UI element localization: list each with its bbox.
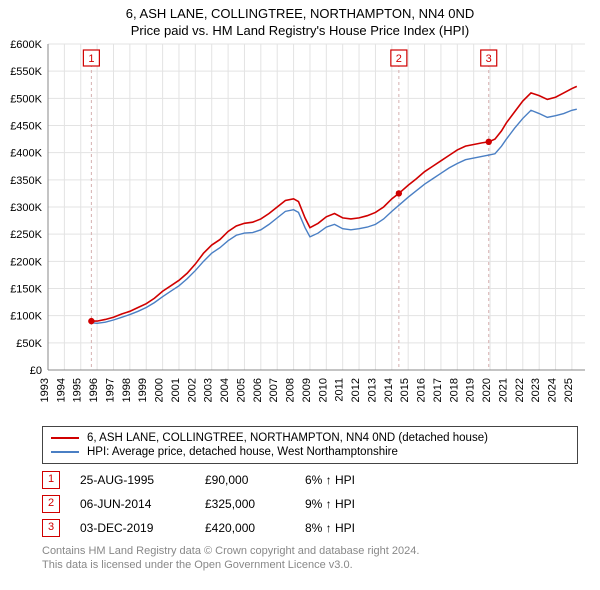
x-tick-label: 1996 xyxy=(88,378,100,402)
sale-marker-number: 3 xyxy=(486,53,492,65)
x-tick-label: 2019 xyxy=(465,378,477,402)
sale-event-date: 06-JUN-2014 xyxy=(80,497,185,511)
x-tick-label: 2016 xyxy=(416,378,428,402)
x-tick-label: 2006 xyxy=(252,378,264,402)
y-tick-label: £0 xyxy=(30,365,42,377)
x-tick-label: 2014 xyxy=(383,378,395,402)
sale-event-row: 2 06-JUN-2014 £325,000 9% ↑ HPI xyxy=(42,492,578,516)
y-tick-label: £300K xyxy=(10,202,42,214)
x-tick-label: 2009 xyxy=(301,378,313,402)
attribution: Contains HM Land Registry data © Crown c… xyxy=(42,544,578,573)
x-tick-label: 2025 xyxy=(563,378,575,402)
legend-swatch xyxy=(51,437,79,439)
sale-event-row: 1 25-AUG-1995 £90,000 6% ↑ HPI xyxy=(42,468,578,492)
x-tick-label: 2022 xyxy=(514,378,526,402)
title-block: 6, ASH LANE, COLLINGTREE, NORTHAMPTON, N… xyxy=(0,0,600,40)
sale-dot xyxy=(88,318,94,324)
sale-dot xyxy=(396,190,402,196)
sale-event-price: £90,000 xyxy=(205,473,285,487)
x-tick-label: 1999 xyxy=(137,378,149,402)
x-tick-label: 2002 xyxy=(186,378,198,402)
legend: 6, ASH LANE, COLLINGTREE, NORTHAMPTON, N… xyxy=(42,426,578,464)
sale-event-date: 25-AUG-1995 xyxy=(80,473,185,487)
sale-events-table: 1 25-AUG-1995 £90,000 6% ↑ HPI 2 06-JUN-2014 £… xyxy=(42,468,578,540)
title-main: 6, ASH LANE, COLLINGTREE, NORTHAMPTON, N… xyxy=(4,6,596,21)
x-tick-label: 2005 xyxy=(235,378,247,402)
sale-event-delta: 8% ↑ HPI xyxy=(305,521,425,535)
x-tick-label: 2003 xyxy=(203,378,215,402)
chart-container: 6, ASH LANE, COLLINGTREE, NORTHAMPTON, N… xyxy=(0,0,600,573)
y-tick-label: £500K xyxy=(10,93,42,105)
legend-item: HPI: Average price, detached house, West… xyxy=(51,445,569,459)
x-tick-label: 1993 xyxy=(39,378,51,402)
sale-event-number: 2 xyxy=(42,495,60,513)
x-tick-label: 2015 xyxy=(399,378,411,402)
y-tick-label: £100K xyxy=(10,311,42,323)
y-tick-label: £50K xyxy=(16,338,42,350)
legend-label: 6, ASH LANE, COLLINGTREE, NORTHAMPTON, N… xyxy=(87,432,488,444)
x-tick-label: 2017 xyxy=(432,378,444,402)
y-tick-label: £450K xyxy=(10,121,42,133)
x-tick-label: 2020 xyxy=(481,378,493,402)
x-tick-label: 2000 xyxy=(154,378,166,402)
sale-event-price: £325,000 xyxy=(205,497,285,511)
legend-item: 6, ASH LANE, COLLINGTREE, NORTHAMPTON, N… xyxy=(51,431,569,445)
x-tick-label: 2013 xyxy=(366,378,378,402)
legend-label: HPI: Average price, detached house, West… xyxy=(87,446,398,458)
x-tick-label: 2007 xyxy=(268,378,280,402)
title-sub: Price paid vs. HM Land Registry's House … xyxy=(4,23,596,38)
x-tick-label: 2018 xyxy=(448,378,460,402)
sale-event-number: 1 xyxy=(42,471,60,489)
x-tick-label: 2012 xyxy=(350,378,362,402)
x-tick-label: 2023 xyxy=(530,378,542,402)
y-tick-label: £250K xyxy=(10,229,42,241)
attribution-line: This data is licensed under the Open Gov… xyxy=(42,558,578,572)
x-tick-label: 1998 xyxy=(121,378,133,402)
x-tick-label: 2001 xyxy=(170,378,182,402)
x-tick-label: 2024 xyxy=(547,378,559,402)
x-tick-label: 2004 xyxy=(219,378,231,402)
sale-marker-number: 2 xyxy=(396,53,402,65)
sale-event-number: 3 xyxy=(42,519,60,537)
sale-marker-number: 1 xyxy=(88,53,94,65)
y-tick-label: £350K xyxy=(10,175,42,187)
legend-swatch xyxy=(51,451,79,453)
x-tick-label: 1994 xyxy=(55,378,67,402)
x-tick-label: 2010 xyxy=(317,378,329,402)
sale-event-price: £420,000 xyxy=(205,521,285,535)
x-tick-label: 1997 xyxy=(104,378,116,402)
line-chart-svg: £0 £50K £100K £150K £200K £250K £300K £350K £400… xyxy=(0,40,600,420)
y-tick-label: £200K xyxy=(10,256,42,268)
y-tick-label: £600K xyxy=(10,40,42,51)
chart-area: £0 £50K £100K £150K £200K £250K £300K £350K £400… xyxy=(0,40,600,420)
x-tick-label: 2008 xyxy=(285,378,297,402)
y-tick-label: £400K xyxy=(10,148,42,160)
sale-event-date: 03-DEC-2019 xyxy=(80,521,185,535)
x-tick-label: 2011 xyxy=(334,378,346,402)
x-tick-label: 1995 xyxy=(72,378,84,402)
sale-event-delta: 9% ↑ HPI xyxy=(305,497,425,511)
y-tick-label: £550K xyxy=(10,66,42,78)
sale-event-delta: 6% ↑ HPI xyxy=(305,473,425,487)
attribution-line: Contains HM Land Registry data © Crown c… xyxy=(42,544,578,558)
y-tick-label: £150K xyxy=(10,284,42,296)
sale-event-row: 3 03-DEC-2019 £420,000 8% ↑ HPI xyxy=(42,516,578,540)
sale-dot xyxy=(486,139,492,145)
x-tick-label: 2021 xyxy=(497,378,509,402)
